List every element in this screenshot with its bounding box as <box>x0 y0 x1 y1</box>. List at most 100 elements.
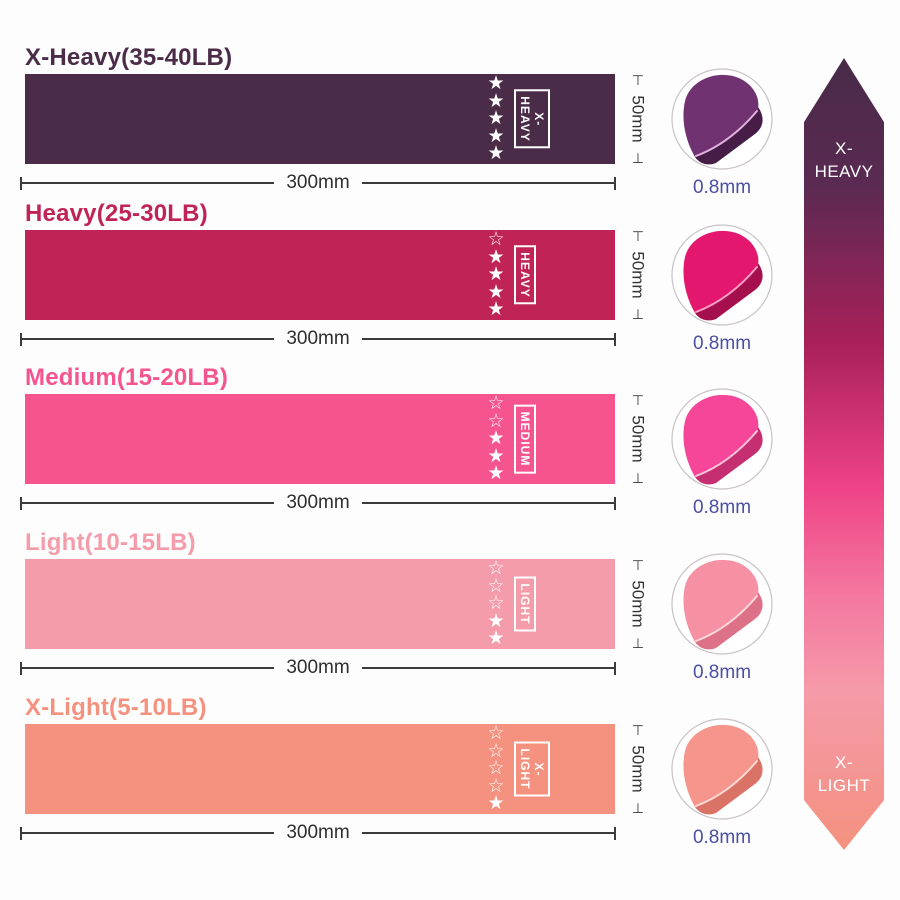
strength-stars: ★ ★ ★ ★ ★ <box>487 73 505 165</box>
band-closeup-photo <box>670 717 774 821</box>
height-dimension-label-wrap: 50mm <box>627 575 649 633</box>
strength-stars: ☆ ☆ ★ ★ ★ <box>487 393 505 485</box>
band-title: Heavy(25-30LB) <box>25 200 208 227</box>
resistance-band-swatch: ☆ ☆ ☆ ★ ★ LIGHT <box>25 559 615 649</box>
dim-line <box>361 502 615 504</box>
dim-tick-top: ⊤ <box>631 557 645 573</box>
height-dimension: ⊤ 50mm ⊥ <box>618 722 658 816</box>
resistance-band-swatch: ☆ ☆ ☆ ☆ ★ X-LIGHT <box>25 724 615 814</box>
resistance-band-swatch: ☆ ★ ★ ★ ★ HEAVY <box>25 230 615 320</box>
resistance-band-swatch: ★ ★ ★ ★ ★ X-HEAVY <box>25 74 615 164</box>
band-closeup-photo <box>670 387 774 491</box>
width-dimension-label: 300mm <box>286 657 350 678</box>
fold-face <box>683 74 759 157</box>
dim-tick-left <box>20 661 22 675</box>
fold-face <box>683 230 759 313</box>
height-dimension-label-wrap: 50mm <box>627 740 649 798</box>
band-closeup-photo <box>670 223 774 327</box>
fold-face <box>683 559 759 642</box>
dim-tick-right <box>614 176 617 190</box>
band-strength-label: HEAVY <box>514 245 536 305</box>
resistance-band-swatch: ☆ ☆ ★ ★ ★ MEDIUM <box>25 394 615 484</box>
band-row-light: Light(10-15LB) ☆ ☆ ☆ ★ ★ LIGHT ⊤ 50mm ⊥ … <box>20 529 773 694</box>
dim-line <box>361 182 615 184</box>
dim-line <box>361 832 615 834</box>
band-row-x-heavy: X-Heavy(35-40LB) ★ ★ ★ ★ ★ X-HEAVY ⊤ 50m… <box>20 44 773 209</box>
dim-line <box>22 182 275 184</box>
band-title: Light(10-15LB) <box>25 529 196 556</box>
dim-tick-bottom: ⊥ <box>631 150 645 166</box>
strength-stars: ☆ ★ ★ ★ ★ <box>487 229 505 321</box>
arrow-bottom-label-line2: LIGHT <box>817 776 871 796</box>
dim-tick-left <box>20 496 22 510</box>
band-row-heavy: Heavy(25-30LB) ☆ ★ ★ ★ ★ HEAVY ⊤ 50mm ⊥ … <box>20 200 773 365</box>
thickness-label: 0.8mm <box>692 662 752 683</box>
dim-line <box>22 502 275 504</box>
width-dimension-label: 300mm <box>286 822 350 843</box>
arrow-top-label: X- HEAVY <box>804 138 884 184</box>
band-title: X-Heavy(35-40LB) <box>25 44 233 71</box>
dim-tick-bottom: ⊥ <box>631 306 645 322</box>
dim-tick-left <box>20 176 22 190</box>
width-dimension: 300mm <box>20 657 617 678</box>
dim-line <box>22 338 275 340</box>
arrow-top-label-line2: HEAVY <box>814 161 874 181</box>
width-dimension: 300mm <box>20 328 617 349</box>
band-strength-label: MEDIUM <box>514 404 536 474</box>
dim-tick-bottom: ⊥ <box>631 470 645 486</box>
height-dimension-label: 50mm <box>629 95 649 143</box>
dim-line <box>22 667 275 669</box>
band-strength-label: X-LIGHT <box>514 741 550 797</box>
band-closeup-photo <box>670 67 774 171</box>
fold-highlight <box>695 266 758 313</box>
strength-gradient-arrow: X- HEAVY X- LIGHT <box>804 58 884 850</box>
dim-tick-left <box>20 332 22 346</box>
strength-stars: ☆ ☆ ☆ ★ ★ <box>487 558 505 650</box>
band-title: X-Light(5-10LB) <box>25 694 207 721</box>
band-row-x-light: X-Light(5-10LB) ☆ ☆ ☆ ☆ ★ X-LIGHT ⊤ 50mm… <box>20 694 773 859</box>
arrow-top-label-line1: X- <box>835 139 853 158</box>
fold-face <box>683 724 759 807</box>
band-closeup-photo <box>670 552 774 656</box>
dim-tick-right <box>614 332 617 346</box>
band-strength-label: LIGHT <box>514 576 536 632</box>
width-dimension-label: 300mm <box>286 172 350 193</box>
thickness-label: 0.8mm <box>692 177 752 198</box>
width-dimension: 300mm <box>20 172 617 193</box>
dim-tick-right <box>614 826 617 840</box>
arrow-bottom-label: X- LIGHT <box>804 752 884 798</box>
band-strength-label: X-HEAVY <box>514 89 550 149</box>
height-dimension: ⊤ 50mm ⊥ <box>618 228 658 322</box>
fold-face <box>683 394 759 477</box>
strength-stars: ☆ ☆ ☆ ☆ ★ <box>487 723 505 815</box>
dim-tick-bottom: ⊥ <box>631 635 645 651</box>
height-dimension-label-wrap: 50mm <box>627 410 649 468</box>
dim-line <box>361 338 615 340</box>
height-dimension: ⊤ 50mm ⊥ <box>618 557 658 651</box>
width-dimension: 300mm <box>20 492 617 513</box>
height-dimension-label: 50mm <box>629 415 649 463</box>
dim-tick-top: ⊤ <box>631 228 645 244</box>
thickness-label: 0.8mm <box>692 827 752 848</box>
fold-highlight <box>695 110 758 157</box>
height-dimension-label: 50mm <box>629 580 649 628</box>
width-dimension: 300mm <box>20 822 617 843</box>
fold-highlight <box>695 595 758 642</box>
thickness-label: 0.8mm <box>692 333 752 354</box>
height-dimension-label-wrap: 50mm <box>627 90 649 148</box>
dim-tick-top: ⊤ <box>631 722 645 738</box>
thickness-label: 0.8mm <box>692 497 752 518</box>
height-dimension: ⊤ 50mm ⊥ <box>618 393 658 486</box>
width-dimension-label: 300mm <box>286 492 350 513</box>
fold-highlight <box>695 760 758 807</box>
height-dimension: ⊤ 50mm ⊥ <box>618 73 658 166</box>
band-row-medium: Medium(15-20LB) ☆ ☆ ★ ★ ★ MEDIUM ⊤ 50mm … <box>20 364 773 529</box>
height-dimension-label: 50mm <box>629 251 649 299</box>
width-dimension-label: 300mm <box>286 328 350 349</box>
dim-tick-right <box>614 496 617 510</box>
dim-line <box>361 667 615 669</box>
dim-tick-right <box>614 661 617 675</box>
arrow-bottom-label-line1: X- <box>835 753 853 773</box>
dim-tick-left <box>20 826 22 840</box>
dim-tick-bottom: ⊥ <box>631 800 645 816</box>
